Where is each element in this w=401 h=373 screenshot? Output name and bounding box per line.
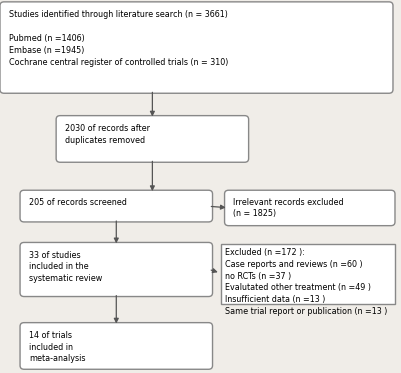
FancyBboxPatch shape (56, 116, 249, 162)
Text: 33 of studies
included in the
systematic review: 33 of studies included in the systematic… (29, 251, 102, 283)
FancyBboxPatch shape (225, 190, 395, 226)
Text: Studies identified through literature search (n = 3661)

Pubmed (n =1406)
Embase: Studies identified through literature se… (9, 10, 229, 67)
Text: 2030 of records after
duplicates removed: 2030 of records after duplicates removed (65, 124, 150, 145)
FancyBboxPatch shape (20, 242, 213, 297)
FancyBboxPatch shape (20, 190, 213, 222)
FancyBboxPatch shape (221, 244, 395, 304)
Text: Irrelevant records excluded
(n = 1825): Irrelevant records excluded (n = 1825) (233, 198, 344, 219)
Text: 14 of trials
included in
meta-analysis: 14 of trials included in meta-analysis (29, 331, 85, 363)
Text: Excluded (n =172 ):
Case reports and reviews (n =60 )
no RCTs (n =37 )
Evalutate: Excluded (n =172 ): Case reports and rev… (225, 248, 388, 316)
FancyBboxPatch shape (20, 323, 213, 369)
FancyBboxPatch shape (0, 2, 393, 93)
Text: 205 of records screened: 205 of records screened (29, 198, 127, 207)
